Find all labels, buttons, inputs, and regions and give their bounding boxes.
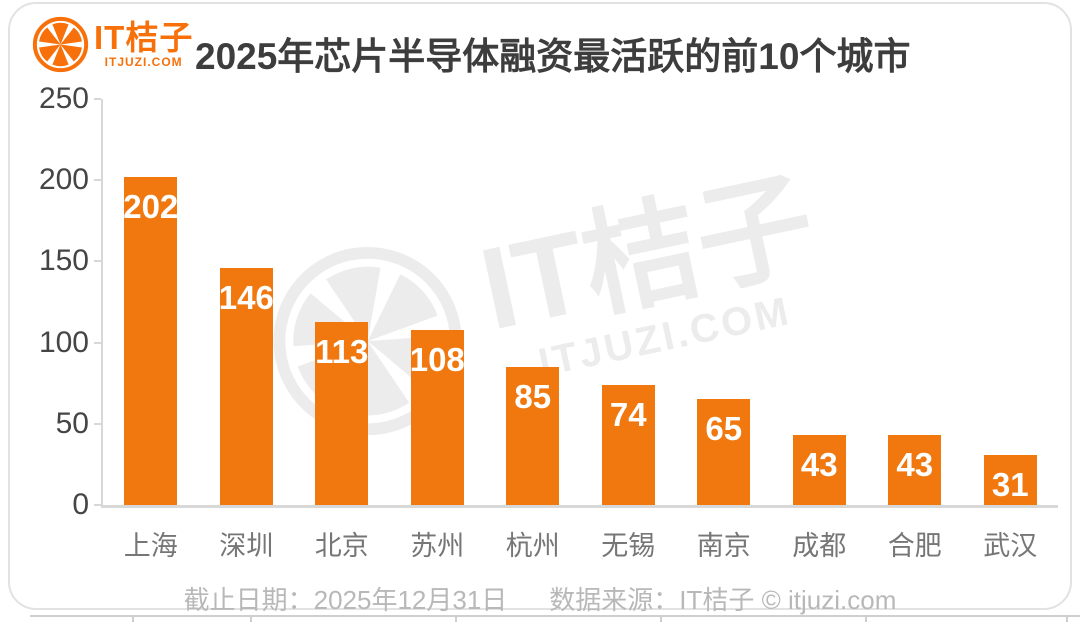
- bars: 202 上海 146 深圳 113 北京 108 苏州 85 杭州 74 无锡 65 南京 43 成都 43 合肥…: [103, 99, 1059, 561]
- y-tick-mark: [94, 179, 101, 182]
- footer-date: 截止日期：2025年12月31日: [183, 585, 508, 615]
- y-axis: 0 50 100 150 200 250: [10, 84, 101, 520]
- itjuzi-logo: IT桔子 ITJUZI.COM: [32, 16, 193, 73]
- bar: 113: [315, 321, 369, 505]
- bar-value-label: 74: [609, 395, 647, 433]
- bar: 108: [409, 329, 465, 505]
- bar-value-label: 108: [409, 340, 465, 378]
- chart-card: IT桔子 ITJUZI.COM 2025年芯片半导体融资最活跃的前10个城市 I…: [8, 2, 1072, 615]
- background-table-tick: [865, 615, 867, 622]
- x-axis-label: 深圳: [219, 531, 274, 561]
- y-tick-mark: [94, 260, 101, 263]
- x-axis-label: 北京: [314, 531, 369, 561]
- bar-value-label: 202: [123, 187, 179, 225]
- x-axis-label: 成都: [792, 531, 847, 561]
- background-table-tick: [132, 615, 134, 622]
- bar-value-label: 43: [800, 446, 838, 484]
- y-tick-label: 200: [38, 163, 89, 197]
- background-table-edge: [30, 615, 1080, 617]
- logo-text-block: IT桔子 ITJUZI.COM: [94, 18, 194, 69]
- x-axis-label: 苏州: [410, 531, 465, 561]
- y-tick-mark: [94, 504, 101, 506]
- bar: 85: [506, 366, 560, 505]
- background-table-tick: [1066, 615, 1068, 622]
- logo-domain-text: ITJUZI.COM: [104, 54, 183, 69]
- y-tick-mark: [94, 98, 101, 100]
- bar-column: 85 杭州: [485, 99, 581, 561]
- bar: 146: [218, 267, 274, 505]
- y-tick-label: 150: [38, 244, 89, 278]
- orange-fruit-icon: [32, 16, 89, 73]
- bar: 31: [983, 454, 1037, 505]
- bar-value-label: 146: [218, 278, 274, 316]
- bar-column: 146 深圳: [199, 99, 295, 561]
- bar-value-label: 85: [514, 377, 552, 415]
- bar: 65: [697, 399, 751, 505]
- bar: 43: [792, 435, 846, 505]
- footer-source: 数据来源：IT桔子 © itjuzi.com: [549, 585, 897, 615]
- bar-column: 31 武汉: [963, 99, 1059, 561]
- bar-column: 108 苏州: [390, 99, 486, 561]
- bar: 43: [888, 435, 942, 505]
- bar-column: 43 合肥: [867, 99, 963, 561]
- y-tick-mark: [94, 341, 101, 344]
- x-axis-label: 杭州: [505, 531, 560, 561]
- bar-value-label: 113: [315, 332, 369, 370]
- x-axis-label: 合肥: [887, 531, 942, 561]
- y-tick-label: 250: [38, 82, 89, 115]
- y-tick-label: 100: [38, 325, 89, 359]
- y-tick-mark: [94, 422, 101, 425]
- bar-column: 43 成都: [772, 99, 868, 561]
- chart-title: 2025年芯片半导体融资最活跃的前10个城市: [195, 36, 911, 77]
- chart-footer: 截止日期：2025年12月31日 数据来源：IT桔子 © itjuzi.com: [10, 580, 1070, 617]
- x-axis-label: 无锡: [601, 531, 656, 561]
- x-axis-label: 武汉: [983, 531, 1038, 561]
- x-axis-label: 上海: [123, 531, 178, 561]
- bar-value-label: 31: [991, 465, 1029, 503]
- background-table-tick: [250, 615, 252, 622]
- bar-column: 74 无锡: [581, 99, 677, 561]
- plot-area: 202 上海 146 深圳 113 北京 108 苏州 85 杭州 74 无锡 65 南京 43 成都 43 合肥…: [101, 99, 1059, 561]
- bar-column: 113 北京: [294, 99, 390, 561]
- bar: 202: [123, 176, 179, 505]
- bar-column: 202 上海: [103, 99, 199, 561]
- bar-column: 65 南京: [676, 99, 772, 561]
- bar-value-label: 43: [896, 446, 934, 484]
- y-tick-label: 50: [55, 406, 89, 440]
- logo-brand-text: IT桔子: [94, 18, 194, 56]
- bar: 74: [601, 384, 655, 505]
- background-table-tick: [660, 615, 662, 622]
- x-axis-label: 南京: [696, 531, 751, 561]
- y-tick-label: 0: [72, 488, 89, 521]
- background-table-tick: [455, 615, 457, 622]
- bar-value-label: 65: [705, 410, 743, 448]
